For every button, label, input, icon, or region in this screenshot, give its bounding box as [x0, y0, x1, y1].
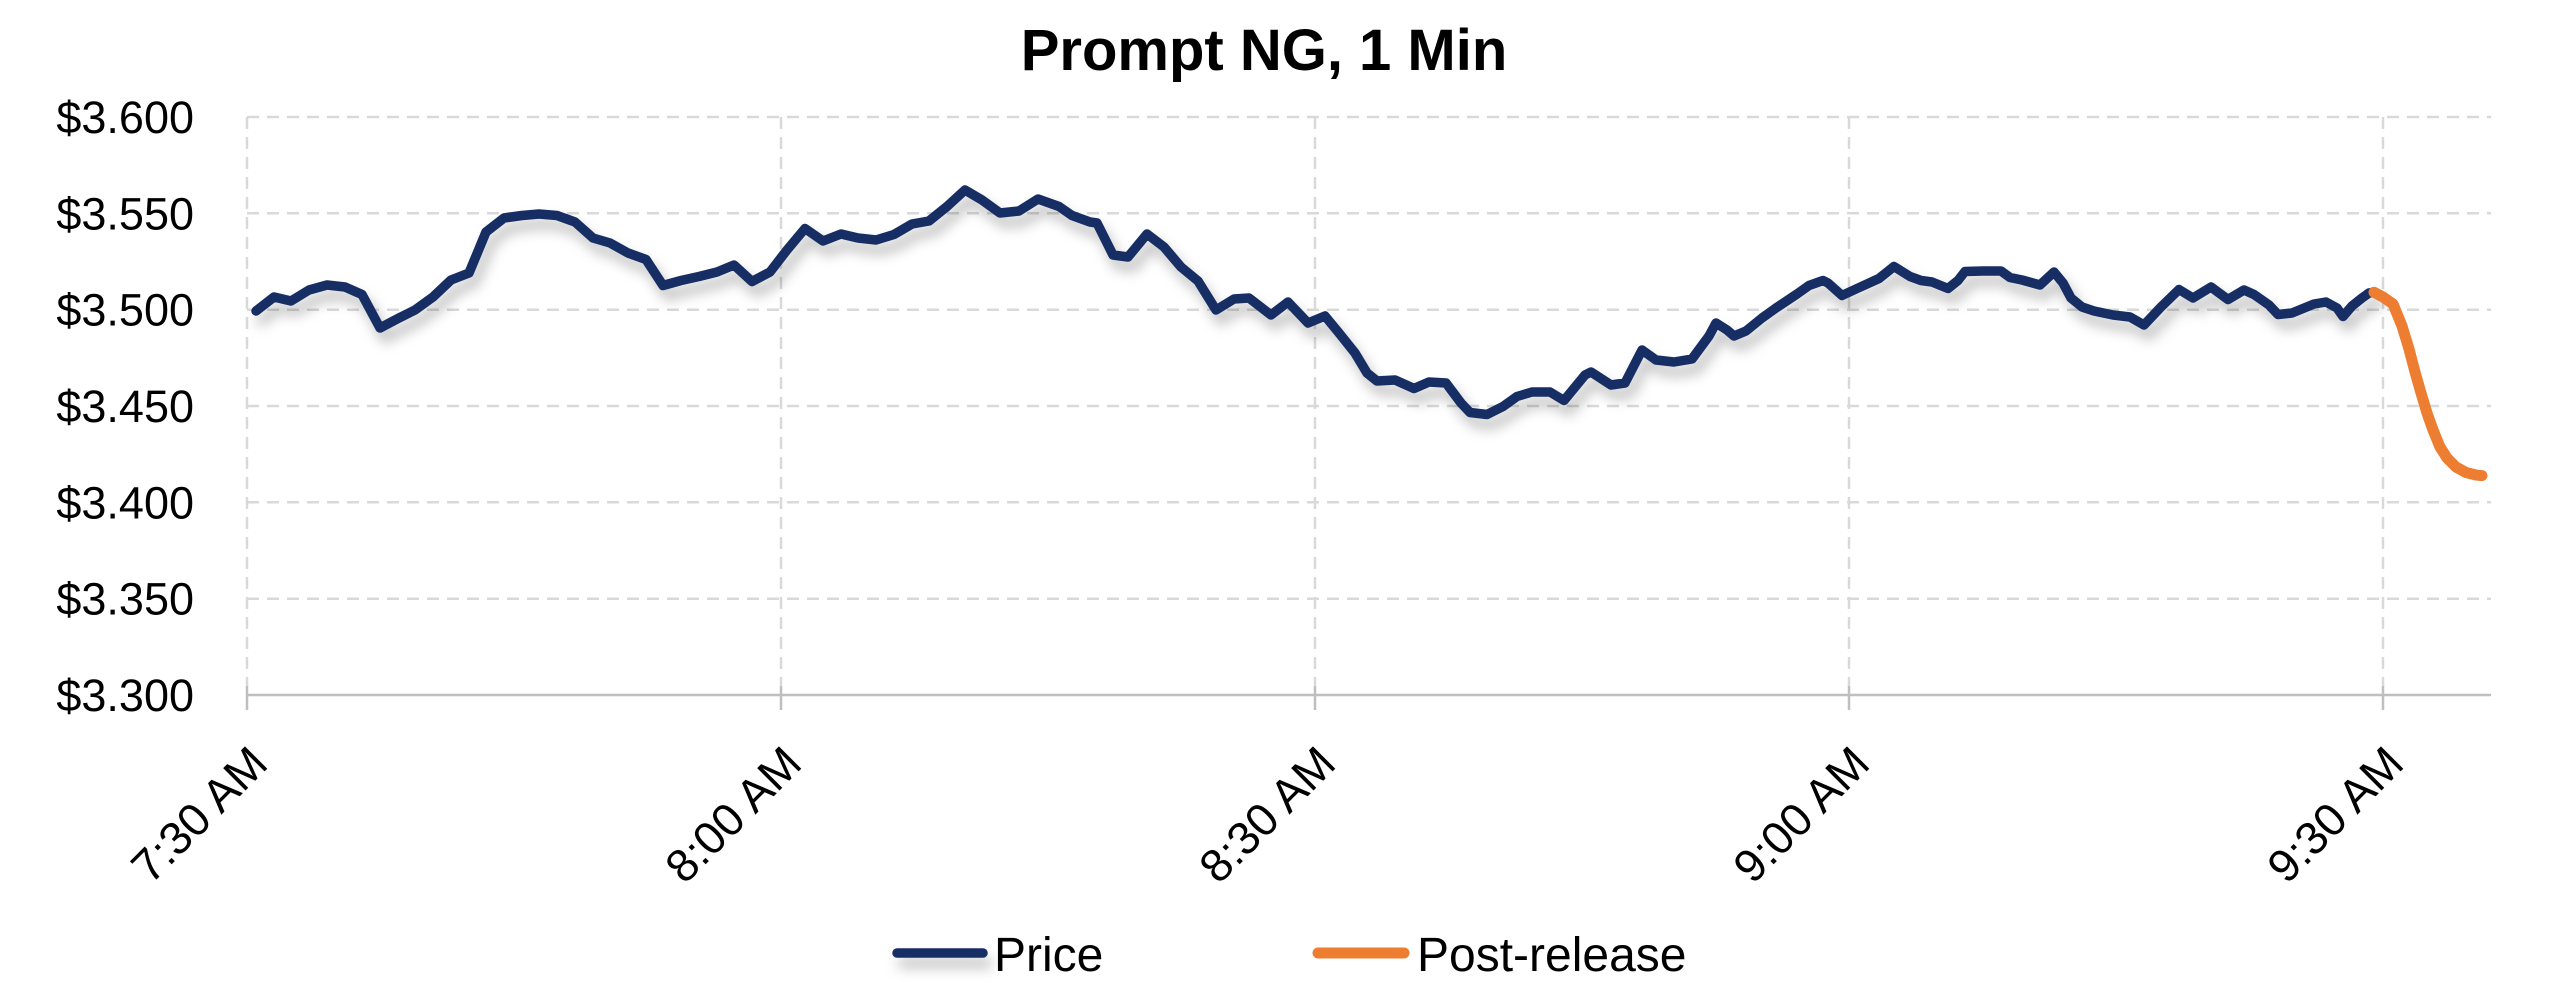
svg-text:$3.600: $3.600: [56, 92, 194, 143]
svg-text:$3.450: $3.450: [56, 381, 194, 432]
svg-text:$3.400: $3.400: [56, 477, 194, 528]
svg-text:Post-release: Post-release: [1417, 929, 1686, 982]
svg-text:$3.350: $3.350: [56, 574, 194, 625]
svg-text:Price: Price: [994, 929, 1103, 982]
svg-text:$3.550: $3.550: [56, 188, 194, 239]
svg-text:Prompt NG, 1 Min: Prompt NG, 1 Min: [1021, 18, 1508, 83]
svg-text:$3.500: $3.500: [56, 285, 194, 336]
svg-text:$3.300: $3.300: [56, 670, 194, 721]
